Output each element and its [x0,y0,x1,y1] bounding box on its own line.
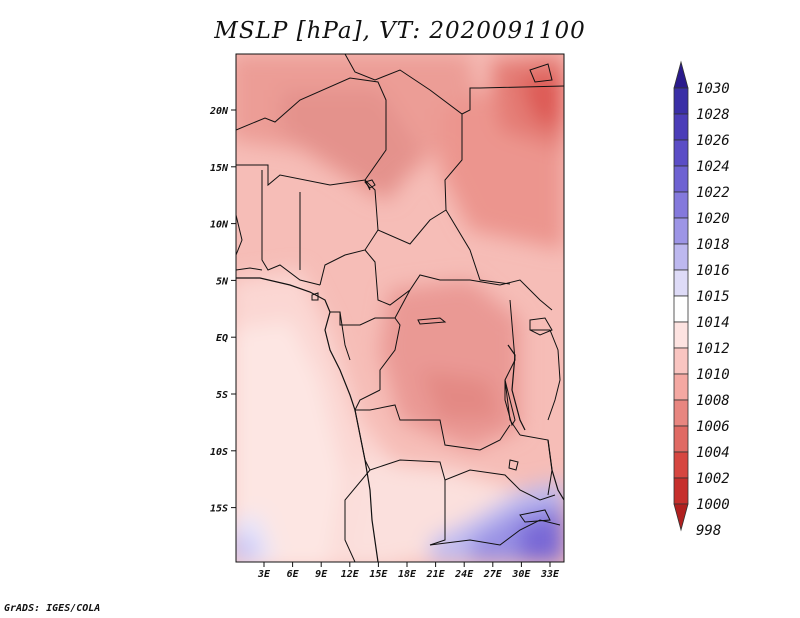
colorbar-segment [673,425,689,453]
colorbar-segment [673,217,689,245]
colorbar: 1030 1028 1026 1024 1022 1020 1018 1016 1015 1014… [673,60,730,539]
colorbar-segment [673,269,689,297]
colorbar-segment [673,139,689,167]
colorbar-segment [673,295,689,323]
colorbar-label: 1012 [696,341,730,357]
lat-tick-label: 5S [216,390,228,401]
colorbar-label: 1026 [696,133,730,149]
colorbar-segment [673,373,689,401]
colorbar-label: 1014 [696,315,730,331]
colorbar-label: 1028 [696,107,730,123]
colorbar-label: 998 [696,523,721,539]
credit-text: GrADS: IGES/COLA [4,603,101,614]
lat-tick-label: 15N [210,163,229,174]
lon-tick-label: 6E [287,569,300,580]
lon-tick-label: 27E [483,569,503,580]
colorbar-label: 1006 [696,419,730,435]
lon-tick-label: 18E [398,569,417,580]
lon-tick-label: 21E [426,569,446,580]
colorbar-top-arrow [673,60,689,89]
colorbar-label: 1010 [696,367,730,383]
lon-tick-label: 9E [315,569,328,580]
colorbar-segment [673,451,689,479]
pressure-field [236,54,564,562]
coastline [236,277,564,562]
colorbar-label: 1015 [696,289,730,305]
colorbar-label: 1020 [696,211,730,227]
lon-tick-label: 33E [540,569,560,580]
lon-tick-label: 30E [511,569,531,580]
colorbar-label: 1018 [696,237,730,253]
lat-tick-label: EQ [216,333,228,344]
colorbar-segment [673,243,689,271]
lat-tick-label: 5N [216,276,229,287]
colorbar-bottom-arrow [673,503,689,532]
colorbar-label: 1004 [696,445,730,461]
latitude-axis: 20N 15N 10N 5N EQ 5S 10S 15S [209,106,236,515]
colorbar-segment [673,347,689,375]
colorbar-segment [673,113,689,141]
colorbar-label: 1022 [696,185,730,201]
map-title: MSLP [hPa], VT: 2020091100 [214,18,586,44]
colorbar-label: 1030 [696,81,730,97]
lon-tick-label: 3E [257,569,271,580]
colorbar-segment [673,165,689,193]
lat-tick-label: 10S [210,447,228,458]
lon-tick-label: 24E [454,569,474,580]
colorbar-label: 1016 [696,263,730,279]
lat-tick-label: 10N [210,220,229,231]
colorbar-label: 1024 [696,159,730,175]
lon-tick-label: 15E [369,569,388,580]
longitude-axis: 3E 6E 9E 12E 15E 18E 21E 24E 27E 30E 33E [257,562,560,580]
lakes [311,63,553,523]
map-frame [235,53,565,563]
colorbar-label: 1008 [696,393,730,409]
colorbar-label: 1000 [696,497,730,513]
colorbar-segment [673,477,689,505]
colorbar-segment [673,191,689,219]
lon-tick-label: 12E [341,569,360,580]
colorbar-label: 1002 [696,471,730,487]
lat-tick-label: 20N [209,106,229,117]
colorbar-segment [673,399,689,427]
colorbar-segment [673,321,689,349]
colorbar-segment [673,87,689,115]
lat-tick-label: 15S [210,504,228,515]
